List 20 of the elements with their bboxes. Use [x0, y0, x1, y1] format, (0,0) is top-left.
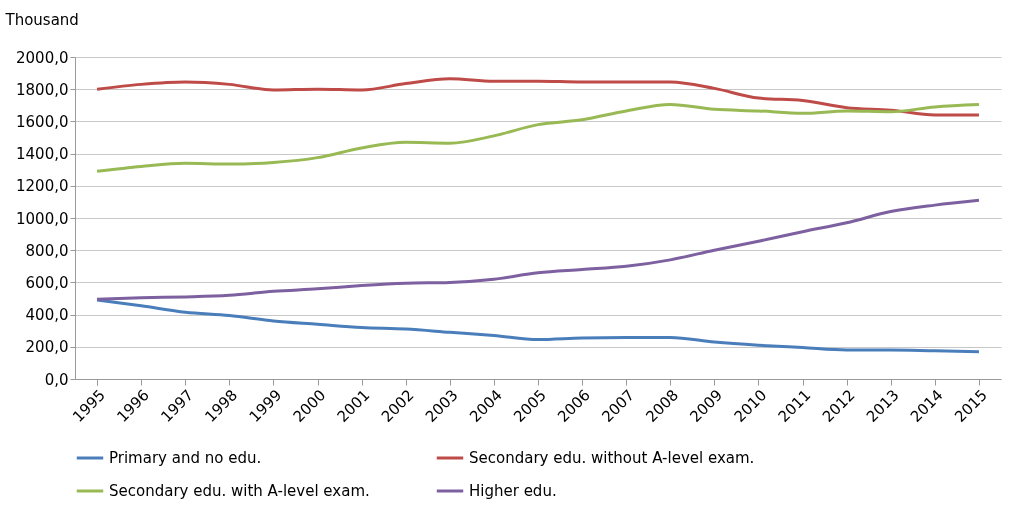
y-tick-label: 2000,0: [16, 48, 69, 67]
legend-label: Secondary edu. with A-level exam.: [109, 482, 370, 500]
y-tick-label: 1400,0: [16, 145, 69, 164]
legend-label: Secondary edu. without A-level exam.: [469, 449, 755, 467]
y-tick-label: 0,0: [44, 370, 69, 389]
y-tick-label: 800,0: [25, 241, 69, 260]
y-tick-label: 200,0: [25, 338, 69, 357]
y-tick-label: 600,0: [25, 273, 69, 292]
line-series: [95, 198, 981, 301]
legend-label: Primary and no edu.: [109, 449, 262, 467]
y-tick-label: 1000,0: [16, 209, 69, 228]
y-tick-label: 400,0: [25, 306, 69, 325]
y-axis-title: Thousand: [4, 10, 79, 29]
y-tick-label: 1800,0: [16, 80, 69, 99]
line-series: [95, 298, 981, 354]
line-series: [95, 77, 981, 117]
legend-label: Higher edu.: [469, 482, 557, 500]
line-series: [95, 103, 981, 173]
y-tick-label: 1600,0: [16, 112, 69, 131]
y-tick-label: 1200,0: [16, 177, 69, 196]
